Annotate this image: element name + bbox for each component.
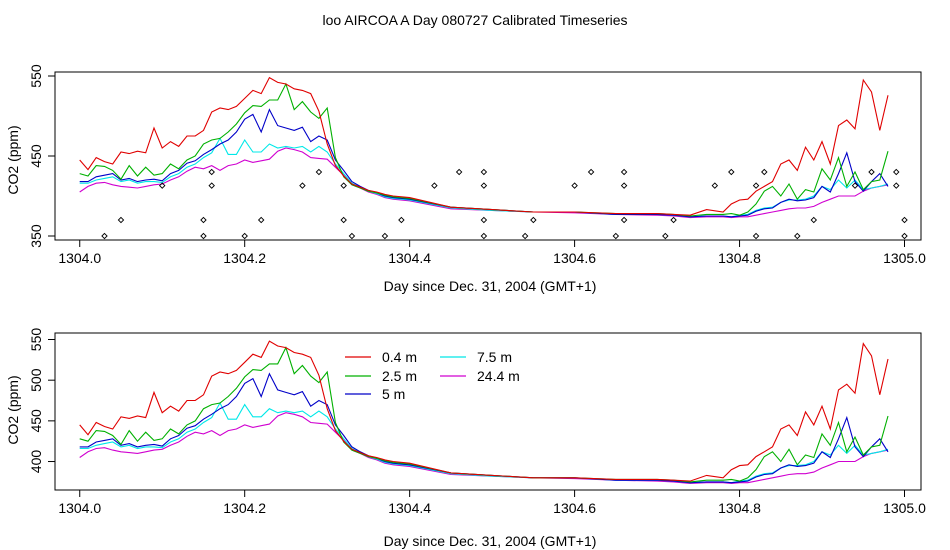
x-tick-label: 1304.8	[718, 250, 761, 266]
marker-point	[340, 216, 347, 224]
marker-point	[381, 232, 389, 240]
marker-point	[728, 168, 735, 176]
y-tick-label: 450	[28, 144, 44, 168]
marker-point	[794, 232, 801, 240]
x-tick-label: 1304.8	[718, 500, 761, 516]
series-line-5-m	[79, 108, 889, 218]
marker-point	[901, 232, 908, 240]
x-tick-label: 1304.4	[388, 500, 431, 516]
marker-point	[670, 216, 677, 224]
y-axis-label: CO2 (ppm)	[5, 125, 21, 194]
marker-point	[455, 168, 463, 176]
series-line-24-4-m	[79, 412, 889, 485]
x-tick-label: 1304.2	[223, 250, 266, 266]
marker-point	[752, 232, 760, 240]
y-tick-label: 550	[28, 328, 44, 352]
y-tick-label: 500	[28, 368, 44, 392]
y-tick-label: 550	[28, 64, 44, 88]
marker-point	[208, 182, 215, 189]
legend-label: 0.4 m	[382, 349, 417, 365]
series-line-0-4-m	[79, 340, 889, 482]
marker-point	[315, 168, 323, 176]
panel-top: 1304.0 1304.2 1304.4 1304.6 1304.8 1305.0 350…	[5, 64, 926, 294]
marker-point	[480, 182, 488, 189]
legend-label: 7.5 m	[477, 349, 512, 365]
marker-point	[340, 182, 347, 189]
plot-frame	[54, 71, 922, 241]
marker-point	[200, 216, 207, 224]
marker-point	[299, 182, 306, 189]
legend-label: 2.5 m	[382, 368, 417, 384]
marker-point	[761, 168, 768, 176]
marker-point	[612, 232, 620, 240]
marker-point	[158, 182, 166, 189]
series-line-7-5-m	[79, 137, 889, 218]
marker-point	[620, 216, 628, 224]
legend-label: 5 m	[382, 386, 405, 402]
figure-title: loo AIRCOA A Day 080727 Calibrated Times…	[322, 12, 627, 28]
marker-point	[868, 168, 875, 176]
marker-point	[901, 216, 908, 224]
marker-point	[101, 232, 108, 240]
x-tick-label: 1304.6	[553, 500, 596, 516]
series-line-2-5-m	[79, 82, 889, 217]
x-tick-label: 1304.0	[58, 250, 101, 266]
x-tick-label: 1304.2	[223, 500, 266, 516]
marker-point	[257, 216, 265, 224]
marker-point	[752, 182, 760, 189]
marker-point	[480, 168, 488, 176]
series-line-7-5-m	[79, 401, 889, 484]
marker-point	[893, 182, 900, 189]
marker-point	[571, 182, 578, 189]
panel-bottom: 1304.0 1304.2 1304.4 1304.6 1304.8 1305.0 400…	[5, 328, 926, 549]
marker-point	[620, 168, 628, 176]
x-tick-label: 1305.0	[883, 500, 926, 516]
marker-point	[662, 232, 669, 240]
x-tick-label: 1304.6	[553, 250, 596, 266]
marker-point	[893, 168, 900, 176]
marker-point	[348, 232, 356, 240]
x-tick-label: 1305.0	[883, 250, 926, 266]
series-line-0-4-m	[79, 76, 889, 216]
marker-point	[480, 216, 488, 224]
marker-point	[620, 182, 628, 189]
x-axis-label: Day since Dec. 31, 2004 (GMT+1)	[384, 533, 597, 549]
marker-point	[117, 216, 125, 224]
marker-point	[587, 168, 595, 176]
marker-point	[480, 232, 488, 240]
legend-label: 24.4 m	[477, 368, 520, 384]
marker-point	[431, 182, 438, 189]
y-tick-label: 450	[28, 409, 44, 433]
marker-point	[711, 182, 719, 189]
x-axis-label: Day since Dec. 31, 2004 (GMT+1)	[384, 278, 597, 294]
marker-point	[398, 216, 405, 224]
marker-point	[208, 168, 215, 176]
marker-point	[810, 216, 818, 224]
marker-point	[200, 232, 207, 240]
marker-point	[241, 232, 248, 240]
marker-point	[530, 216, 537, 224]
x-tick-label: 1304.0	[58, 500, 101, 516]
marker-point	[521, 232, 529, 240]
legend: 0.4 m 2.5 m 5 m 7.5 m 24.4 m	[345, 349, 520, 402]
plot-frame	[54, 332, 922, 491]
marker-point	[851, 182, 859, 189]
y-tick-label: 350	[28, 224, 44, 248]
x-tick-label: 1304.4	[388, 250, 431, 266]
series-line-2-5-m	[79, 346, 889, 483]
series-line-5-m	[79, 372, 889, 484]
y-tick-label: 400	[28, 450, 44, 474]
y-axis-label: CO2 (ppm)	[5, 375, 21, 444]
